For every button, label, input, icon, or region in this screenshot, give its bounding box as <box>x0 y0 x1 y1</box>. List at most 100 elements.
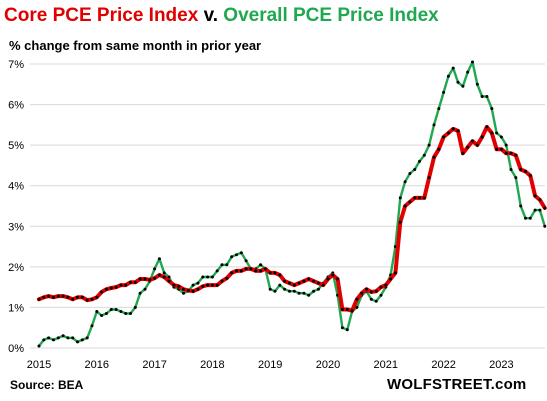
data-point <box>422 196 426 200</box>
data-point <box>495 147 499 151</box>
data-point <box>167 275 171 279</box>
data-point <box>340 326 344 330</box>
data-point <box>543 206 547 210</box>
data-point <box>182 287 185 291</box>
data-point <box>389 277 393 281</box>
data-point <box>316 287 320 291</box>
x-tick-label: 2017 <box>142 359 166 371</box>
data-point <box>283 287 287 291</box>
data-point <box>52 295 55 299</box>
data-point <box>538 208 542 212</box>
data-point <box>379 293 383 297</box>
data-point <box>485 125 489 129</box>
data-point <box>249 267 253 271</box>
data-point <box>456 129 460 133</box>
data-point <box>109 286 113 290</box>
data-point <box>432 155 436 159</box>
data-point <box>398 220 402 224</box>
data-point <box>524 170 527 173</box>
data-point <box>413 168 417 171</box>
x-tick-label: 2021 <box>374 359 398 371</box>
data-point <box>288 281 291 285</box>
data-point <box>345 328 349 332</box>
data-point <box>398 196 402 200</box>
data-point <box>76 295 79 299</box>
data-point <box>71 336 75 340</box>
data-point <box>471 60 474 64</box>
data-point <box>427 176 431 180</box>
data-point <box>273 271 277 275</box>
data-point <box>66 295 70 299</box>
data-point <box>475 82 479 86</box>
data-point <box>413 196 417 200</box>
y-tick-label: 5% <box>8 140 24 152</box>
data-point <box>418 159 421 163</box>
data-point <box>210 283 214 287</box>
data-point <box>201 275 205 279</box>
data-point <box>143 277 147 281</box>
y-tick-label: 0% <box>8 343 24 355</box>
data-point <box>283 279 287 283</box>
data-point <box>47 336 51 340</box>
data-point <box>302 291 306 295</box>
data-point <box>499 135 503 139</box>
source-note: Source: BEA <box>10 378 84 392</box>
data-point <box>268 271 272 275</box>
data-point <box>336 277 340 281</box>
data-point <box>519 168 523 171</box>
data-point <box>182 291 185 295</box>
data-point <box>239 251 243 255</box>
x-tick-label: 2016 <box>85 359 109 371</box>
data-point <box>90 324 94 328</box>
y-tick-label: 2% <box>8 262 24 274</box>
data-point <box>384 283 388 287</box>
x-tick-label: 2022 <box>431 359 455 371</box>
data-point <box>461 84 465 88</box>
data-point <box>331 273 335 277</box>
data-point <box>340 308 344 311</box>
data-point <box>235 269 238 273</box>
data-point <box>119 310 123 313</box>
data-point <box>480 135 484 139</box>
data-point <box>61 334 65 338</box>
data-point <box>288 289 291 293</box>
data-point <box>90 297 94 301</box>
data-point <box>172 283 176 287</box>
data-point <box>509 168 513 171</box>
data-point <box>162 271 166 275</box>
data-point <box>422 153 426 157</box>
data-point <box>225 263 229 267</box>
data-point <box>196 281 200 285</box>
series-core-pce <box>37 124 547 313</box>
data-point <box>509 151 513 155</box>
data-point <box>47 294 51 298</box>
data-point <box>533 194 537 198</box>
data-point <box>365 287 368 291</box>
x-tick-label: 2018 <box>200 359 224 371</box>
data-point <box>148 278 152 282</box>
brand-logo: WOLFSTREET.com <box>387 376 527 393</box>
data-point <box>475 143 479 147</box>
data-point <box>471 139 474 143</box>
y-tick-label: 7% <box>8 59 24 71</box>
data-point <box>138 277 142 281</box>
data-point <box>350 309 354 313</box>
data-point <box>230 271 234 275</box>
data-point <box>499 147 503 151</box>
data-point <box>278 283 282 287</box>
data-point <box>451 127 455 131</box>
data-point <box>312 289 316 293</box>
data-point <box>153 276 157 280</box>
data-point <box>302 279 306 283</box>
data-point <box>52 338 55 342</box>
data-point <box>418 196 421 200</box>
data-point <box>408 200 412 204</box>
data-point <box>538 198 542 202</box>
data-point <box>403 180 407 184</box>
data-point <box>461 151 465 155</box>
data-point <box>100 314 104 317</box>
data-point <box>504 143 508 147</box>
data-point <box>528 216 532 220</box>
data-point <box>129 280 132 284</box>
